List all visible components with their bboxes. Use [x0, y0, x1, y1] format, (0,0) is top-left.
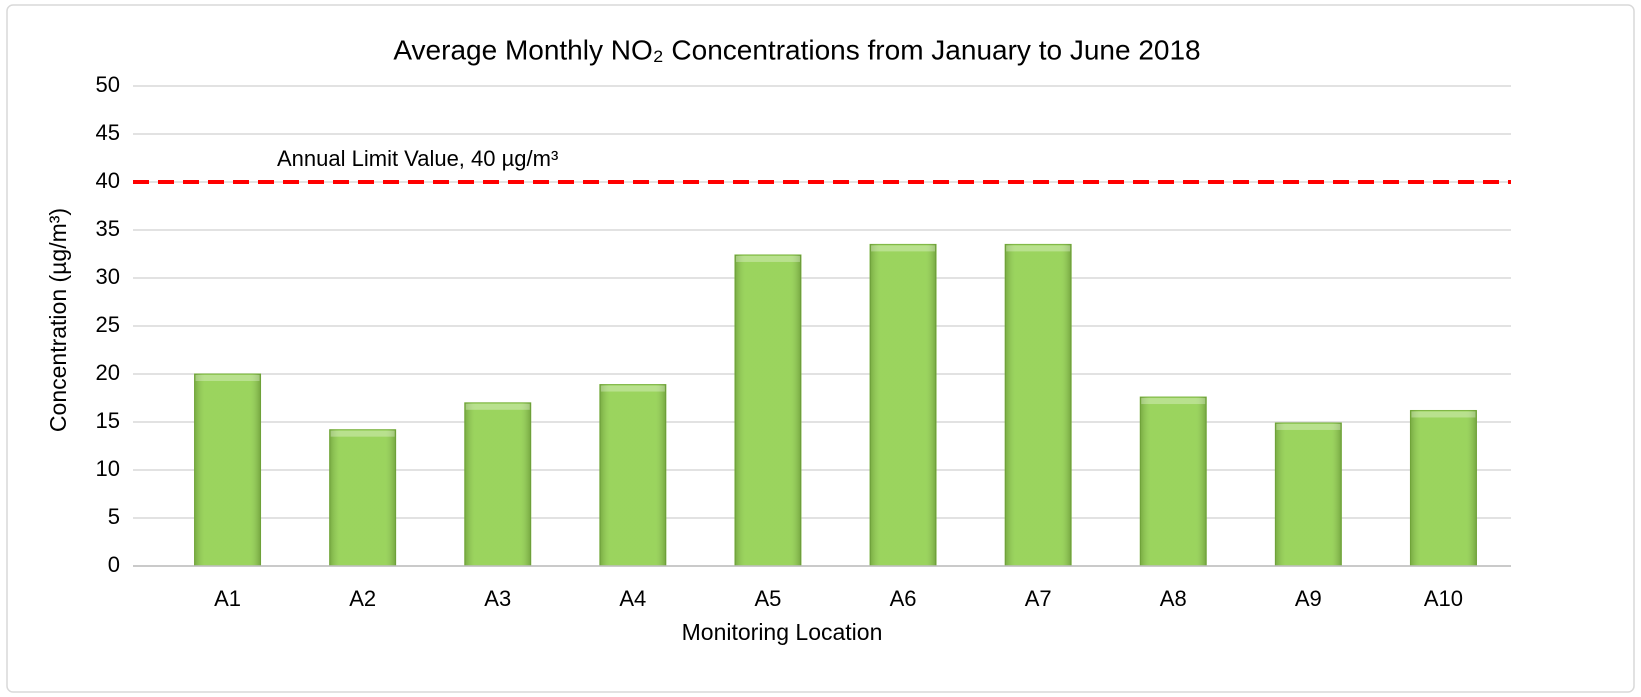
y-tick-label: 50 [96, 72, 120, 97]
bar-cap [600, 385, 665, 392]
bar-cap [465, 403, 530, 410]
bar-cap [330, 430, 395, 437]
x-tick-label: A10 [1424, 586, 1463, 611]
x-tick-label: A2 [349, 586, 376, 611]
chart-title: Average Monthly NO₂ Concentrations from … [393, 34, 1200, 65]
bar-shade [1140, 397, 1207, 566]
x-tick-label: A3 [484, 586, 511, 611]
x-tick-label: A4 [619, 586, 646, 611]
y-tick-label: 30 [96, 264, 120, 289]
bar-cap [1006, 245, 1071, 252]
reference-label: Annual Limit Value, 40 µg/m³ [277, 146, 558, 171]
bar-shade [464, 402, 531, 566]
y-tick-label: 10 [96, 456, 120, 481]
bar-cap [1141, 398, 1206, 405]
y-tick-label: 20 [96, 360, 120, 385]
bar-shade [329, 429, 396, 566]
bar-cap [735, 255, 800, 262]
bar-shade [194, 374, 261, 566]
x-tick-label: A1 [214, 586, 241, 611]
bar-cap [195, 375, 260, 381]
bar-cap [1276, 423, 1341, 430]
bar-shade [1410, 410, 1477, 566]
bar-cap [871, 245, 936, 252]
x-tick-label: A7 [1025, 586, 1052, 611]
y-tick-label: 25 [96, 312, 120, 337]
x-tick-label: A9 [1295, 586, 1322, 611]
x-tick-label: A8 [1160, 586, 1187, 611]
y-tick-label: 45 [96, 120, 120, 145]
y-tick-label: 15 [96, 408, 120, 433]
bar-shade [734, 254, 801, 566]
chart-frame [6, 4, 1635, 693]
bar-shade [1275, 422, 1342, 566]
y-tick-label: 40 [96, 168, 120, 193]
y-tick-label: 5 [108, 504, 120, 529]
bar-shade [870, 244, 937, 566]
bar-cap [1411, 411, 1476, 418]
y-tick-label: 0 [108, 552, 120, 577]
y-tick-label: 35 [96, 216, 120, 241]
bar-shade [1005, 244, 1072, 566]
x-tick-label: A6 [890, 586, 917, 611]
bar-shade [599, 384, 666, 566]
y-axis-title: Concentration (µg/m³) [45, 208, 71, 432]
x-tick-label: A5 [754, 586, 781, 611]
x-axis-title: Monitoring Location [682, 619, 883, 645]
